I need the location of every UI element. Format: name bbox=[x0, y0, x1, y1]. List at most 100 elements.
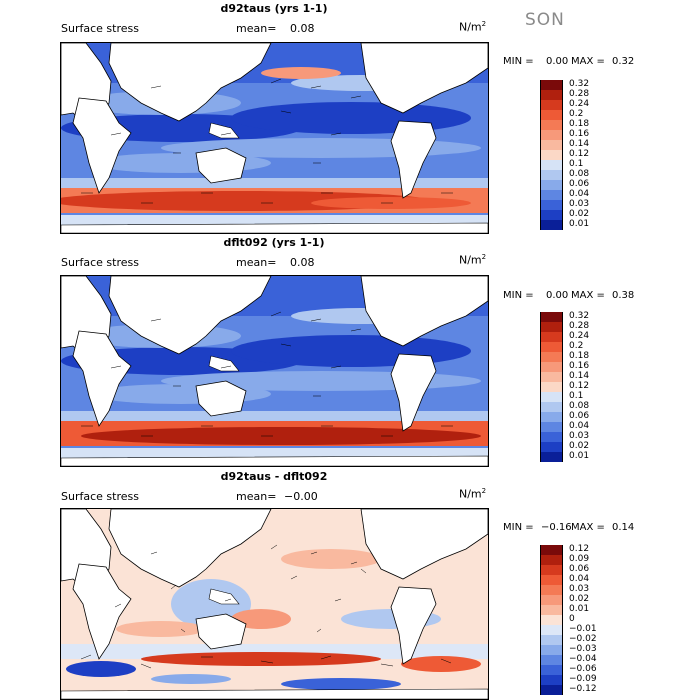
colorbar-swatch bbox=[540, 220, 563, 230]
colorbar-label: 0.28 bbox=[569, 89, 590, 99]
colorbar-swatch bbox=[540, 625, 563, 635]
colorbar-swatch bbox=[540, 685, 563, 695]
colorbar-label: 0.03 bbox=[569, 199, 590, 209]
panel-3-max-value: 0.14 bbox=[612, 522, 635, 533]
panel-2-mean-label: mean= bbox=[236, 256, 277, 269]
season-label: SON bbox=[525, 10, 565, 30]
panel-2-map bbox=[60, 275, 489, 467]
colorbar-label: 0.28 bbox=[569, 321, 590, 331]
colorbar-swatch bbox=[540, 605, 563, 615]
colorbar-swatch bbox=[540, 402, 563, 412]
panel-2-min-label: MIN = bbox=[503, 290, 534, 301]
colorbar-swatch bbox=[540, 180, 563, 190]
colorbar-swatch bbox=[540, 635, 563, 645]
colorbar-label: 0.32 bbox=[569, 79, 590, 89]
colorbar-swatch bbox=[540, 422, 563, 432]
panel-1-min-label: MIN = bbox=[503, 56, 534, 67]
colorbar-label: −0.04 bbox=[569, 654, 597, 664]
colorbar-label: 0.04 bbox=[569, 574, 590, 584]
colorbar-swatch bbox=[540, 675, 563, 685]
panel-1-variable-label: Surface stress bbox=[61, 22, 139, 35]
panel-1-unit: N/m2 bbox=[459, 20, 487, 34]
panel-1-min-value: 0.00 bbox=[546, 56, 569, 67]
colorbar-label: 0.06 bbox=[569, 411, 590, 421]
colorbar-label: −0.03 bbox=[569, 644, 597, 654]
panel-3-min-label: MIN = bbox=[503, 522, 534, 533]
colorbar-swatch bbox=[540, 210, 563, 220]
colorbar-label: 0.02 bbox=[569, 209, 590, 219]
colorbar-label: 0 bbox=[569, 614, 575, 624]
panel-3-variable-label: Surface stress bbox=[61, 490, 139, 503]
panel-3-max-label: MAX = bbox=[571, 522, 605, 533]
colorbar-swatch bbox=[540, 615, 563, 625]
panel-1-mean-value: 0.08 bbox=[290, 22, 315, 35]
panel-1-colorbar: 0.32 0.28 0.24 0.2 0.18 0.16 0.14 0.12 0… bbox=[540, 79, 670, 230]
panel-1-max-label: MAX = bbox=[571, 56, 605, 67]
colorbar-label: 0.18 bbox=[569, 119, 590, 129]
panel-3-mean-value: −0.00 bbox=[284, 490, 318, 503]
colorbar-label: −0.06 bbox=[569, 664, 597, 674]
panel-2-max-label: MAX = bbox=[571, 290, 605, 301]
colorbar-swatch bbox=[540, 645, 563, 655]
colorbar-label: 0.06 bbox=[569, 179, 590, 189]
colorbar-label: 0.32 bbox=[569, 311, 590, 321]
colorbar-label: 0.02 bbox=[569, 594, 590, 604]
colorbar-label: −0.01 bbox=[569, 624, 597, 634]
colorbar-label: 0.04 bbox=[569, 189, 590, 199]
colorbar-swatch bbox=[540, 432, 563, 442]
colorbar-label: 0.14 bbox=[569, 139, 590, 149]
colorbar-label: 0.06 bbox=[569, 564, 590, 574]
colorbar-swatch bbox=[540, 190, 563, 200]
colorbar-label: 0.01 bbox=[569, 219, 590, 229]
colorbar-label: 0.24 bbox=[569, 331, 590, 341]
colorbar-swatch bbox=[540, 372, 563, 382]
colorbar-label: 0.14 bbox=[569, 371, 590, 381]
colorbar-swatch bbox=[540, 160, 563, 170]
panel-2-title: dflt092 (yrs 1-1) bbox=[223, 236, 325, 249]
panel-2-min-value: 0.00 bbox=[546, 290, 569, 301]
colorbar-swatch bbox=[540, 452, 563, 462]
panel-1-map-svg bbox=[61, 43, 488, 233]
colorbar-label: 0.12 bbox=[569, 381, 590, 391]
colorbar-label: 0.18 bbox=[569, 351, 590, 361]
colorbar-label: 0.1 bbox=[569, 159, 584, 169]
colorbar-swatch bbox=[540, 665, 563, 675]
colorbar-swatch bbox=[540, 352, 563, 362]
colorbar-label: 0.01 bbox=[569, 451, 590, 461]
panel-3-mean-label: mean= bbox=[236, 490, 277, 503]
panel-2-mean-value: 0.08 bbox=[290, 256, 315, 269]
colorbar-label: −0.09 bbox=[569, 674, 597, 684]
panel-2-colorbar: 0.32 0.28 0.24 0.2 0.18 0.16 0.14 0.12 0… bbox=[540, 311, 670, 462]
colorbar-swatch bbox=[540, 90, 563, 100]
colorbar-swatch bbox=[540, 412, 563, 422]
colorbar-label: −0.12 bbox=[569, 684, 597, 694]
panel-1-max-value: 0.32 bbox=[612, 56, 635, 67]
panel-1-title: d92taus (yrs 1-1) bbox=[220, 2, 328, 15]
colorbar-label: 0.16 bbox=[569, 129, 590, 139]
panel-3-colorbar: 0.12 0.09 0.06 0.04 0.03 0.02 0.01 0 −0.… bbox=[540, 544, 670, 695]
colorbar-swatch bbox=[540, 575, 563, 585]
colorbar-swatch bbox=[540, 110, 563, 120]
panel-3-map-svg bbox=[61, 509, 488, 699]
colorbar-swatch bbox=[540, 362, 563, 372]
panel-3-title: d92taus - dflt092 bbox=[220, 470, 328, 483]
panel-1-map bbox=[60, 42, 489, 234]
panel-2-unit: N/m2 bbox=[459, 253, 487, 267]
colorbar-label: 0.2 bbox=[569, 341, 584, 351]
colorbar-swatch bbox=[540, 545, 563, 555]
colorbar-label: 0.03 bbox=[569, 431, 590, 441]
colorbar-swatch bbox=[540, 442, 563, 452]
panel-3-min-value: −0.16 bbox=[541, 522, 572, 533]
colorbar-swatch bbox=[540, 595, 563, 605]
colorbar-swatch bbox=[540, 100, 563, 110]
colorbar-label: −0.02 bbox=[569, 634, 597, 644]
colorbar-swatch bbox=[540, 120, 563, 130]
colorbar-label: 0.02 bbox=[569, 441, 590, 451]
colorbar-label: 0.04 bbox=[569, 421, 590, 431]
colorbar-swatch bbox=[540, 140, 563, 150]
panel-2-map-svg bbox=[61, 276, 488, 466]
colorbar-label: 0.08 bbox=[569, 169, 590, 179]
panel-2-variable-label: Surface stress bbox=[61, 256, 139, 269]
colorbar-swatch bbox=[540, 585, 563, 595]
colorbar-label: 0.03 bbox=[569, 584, 590, 594]
